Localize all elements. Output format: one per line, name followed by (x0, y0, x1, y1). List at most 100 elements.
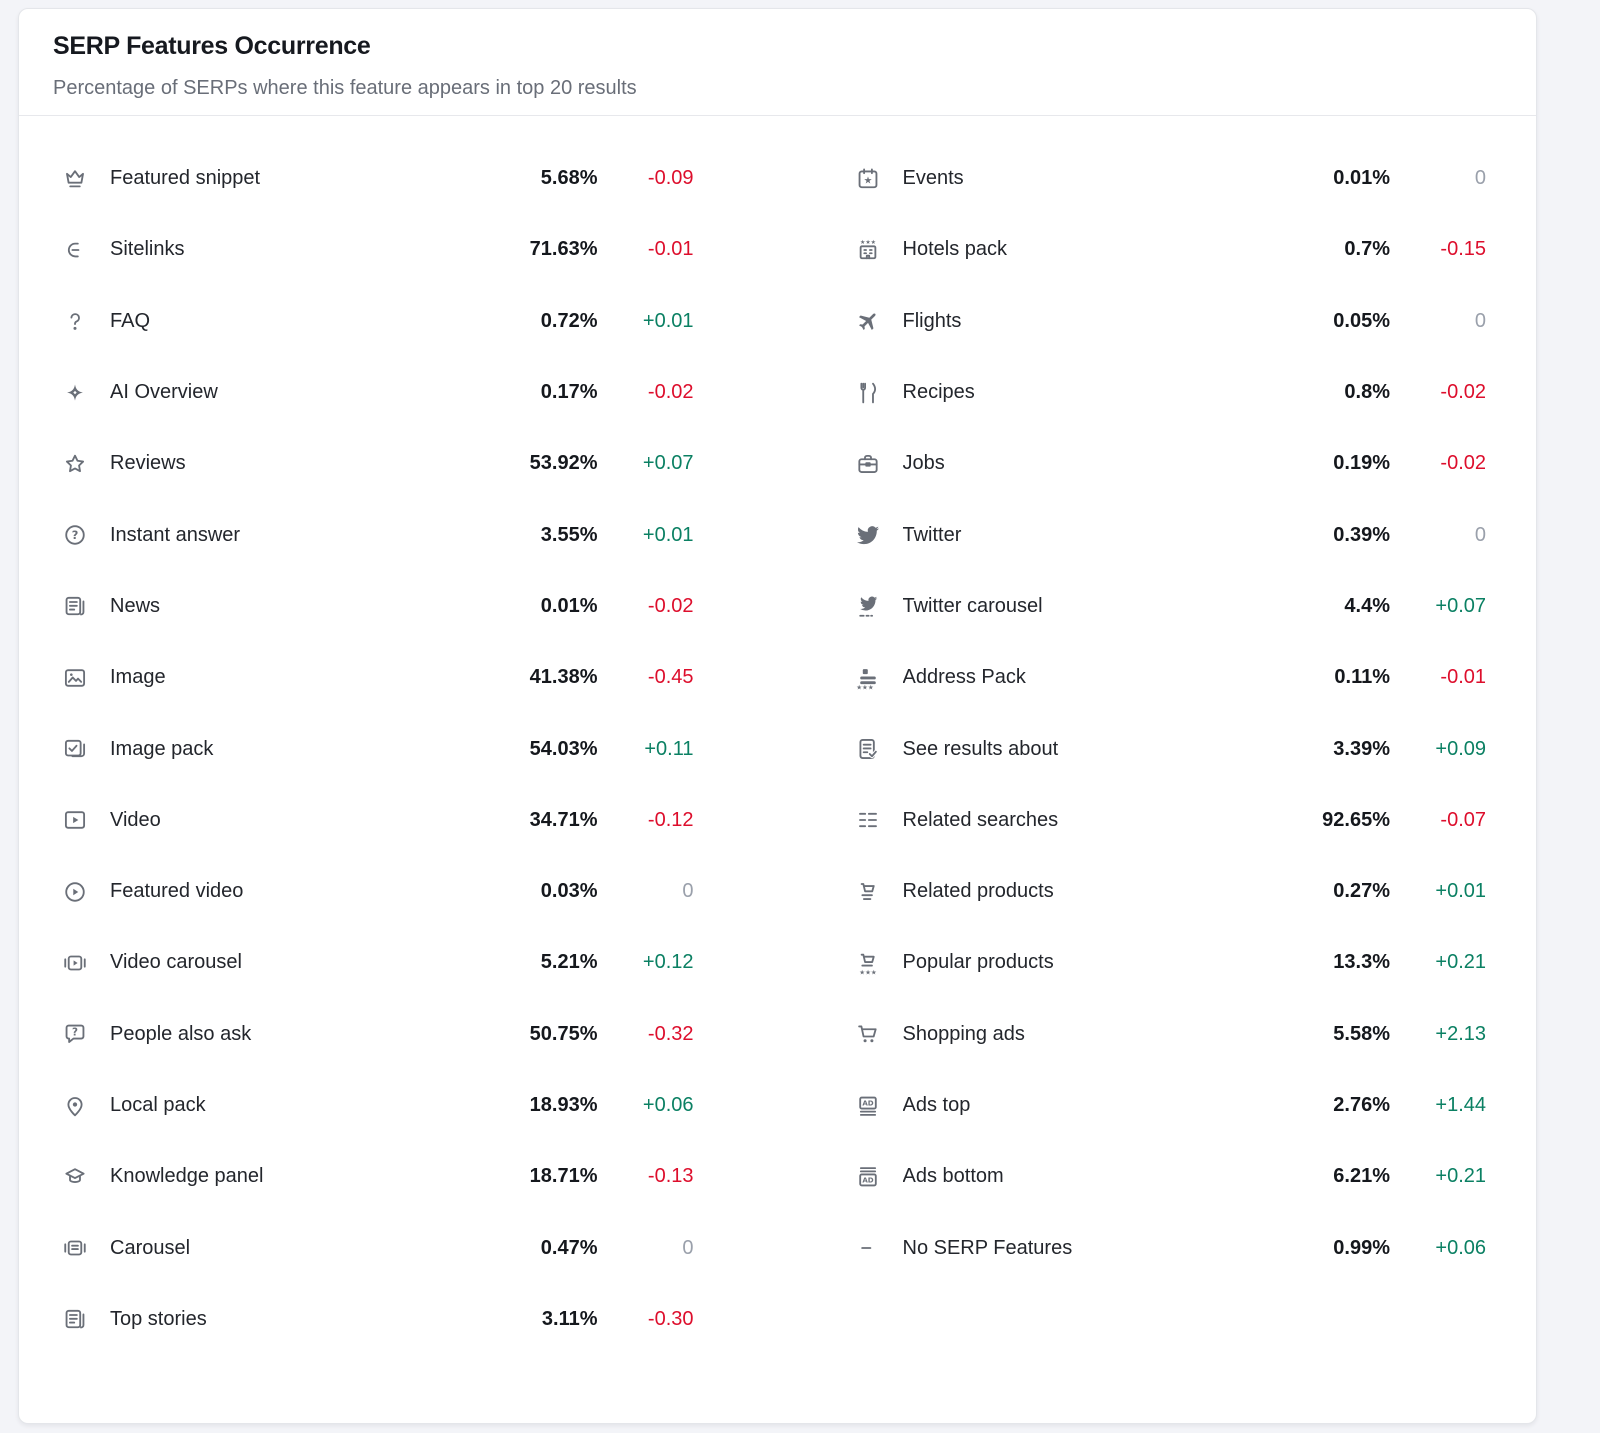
feature-change: -0.02 (1440, 452, 1486, 475)
feature-label: Events (902, 167, 964, 190)
feature-label: Flights (902, 309, 962, 332)
feature-label: News (110, 594, 161, 617)
features-column-left: Featured snippet 5.68% -0.09 Sitelinks 7… (62, 143, 694, 1355)
feature-label: Image pack (110, 737, 214, 760)
panel-subtitle: Percentage of SERPs where this feature a… (53, 77, 637, 99)
feature-value: 53.92% (529, 452, 598, 475)
feature-change: +0.06 (642, 1094, 694, 1116)
feature-row: Top stories 3.11% -0.30 (62, 1284, 694, 1355)
twitter-icon (855, 522, 881, 548)
feature-label: Video (110, 808, 161, 831)
feature-row: AD Ads bottom 6.21% +0.21 (855, 1141, 1486, 1212)
feature-row: Recipes 0.8% -0.02 (855, 357, 1486, 428)
feature-label: Related searches (902, 808, 1059, 831)
feature-label: Related products (902, 880, 1054, 903)
feature-row: ★★★ Hotels pack 0.7% -0.15 (855, 214, 1486, 285)
card-header: SERP Features Occurrence Percentage of S… (19, 9, 1536, 101)
feature-label: Address Pack (902, 666, 1026, 689)
feature-label: Featured snippet (110, 167, 261, 190)
feature-row: ★★★ Popular products 13.3% +0.21 (855, 927, 1486, 998)
feature-row: AD Ads top 2.76% +1.44 (855, 1070, 1486, 1141)
feature-label: Twitter carousel (902, 594, 1043, 617)
feature-label: See results about (902, 737, 1059, 760)
feature-label: Featured video (110, 880, 244, 903)
related-searches-icon (855, 807, 881, 833)
feature-row: Knowledge panel 18.71% -0.13 (62, 1141, 694, 1212)
feature-change: +0.21 (1435, 951, 1486, 974)
feature-change: +1.44 (1435, 1094, 1486, 1116)
feature-change: -0.32 (647, 1022, 694, 1045)
video-carousel-icon (62, 950, 88, 976)
ai-overview-icon (62, 380, 88, 406)
feature-change: -0.12 (647, 808, 694, 831)
events-icon: ★ (855, 166, 881, 192)
header-divider (19, 115, 1536, 116)
feature-label: Ads top (902, 1094, 971, 1116)
feature-row: See results about 3.39% +0.09 (855, 713, 1486, 784)
carousel-icon (62, 1235, 88, 1261)
feature-label: FAQ (110, 309, 151, 332)
reviews-icon (62, 451, 88, 477)
feature-label: Instant answer (110, 523, 241, 546)
feature-value: 71.63% (529, 238, 598, 261)
feature-value: 3.11% (541, 1307, 598, 1330)
no-serp-features-icon (855, 1235, 881, 1261)
svg-text:?: ? (72, 528, 79, 542)
svg-text:AD: AD (862, 1098, 873, 1107)
feature-row: Image 41.38% -0.45 (62, 642, 694, 713)
people-also-ask-icon: ? (62, 1021, 88, 1047)
feature-value: 5.58% (1333, 1022, 1390, 1045)
feature-value: 5.68% (540, 167, 598, 190)
svg-text:?: ? (72, 1027, 78, 1039)
feature-row: Image pack 54.03% +0.11 (62, 713, 694, 784)
feature-row: Flights 0.05% 0 (855, 286, 1486, 357)
svg-text:★★★: ★★★ (859, 968, 877, 976)
feature-label: No SERP Features (902, 1236, 1073, 1259)
jobs-icon (855, 451, 881, 477)
feature-label: Ads bottom (902, 1165, 1004, 1188)
feature-row: AI Overview 0.17% -0.02 (62, 357, 694, 428)
feature-change: +0.12 (642, 951, 694, 974)
feature-value: 41.38% (529, 666, 598, 689)
feature-row: No SERP Features 0.99% +0.06 (855, 1212, 1486, 1283)
sitelinks-icon (62, 237, 88, 263)
feature-value: 5.21% (540, 951, 598, 974)
see-results-about-icon (855, 736, 881, 762)
feature-change: -0.02 (1440, 381, 1486, 404)
feature-value: 0.03% (540, 880, 598, 903)
feature-change: +0.11 (644, 737, 694, 760)
feature-change: -0.09 (647, 167, 694, 190)
feature-value: 18.71% (529, 1165, 598, 1188)
shopping-ads-icon (855, 1021, 881, 1047)
feature-change: -0.02 (647, 594, 694, 617)
feature-label: Jobs (902, 452, 945, 475)
feature-value: 0.39% (1333, 523, 1390, 546)
feature-label: Recipes (902, 381, 975, 404)
feature-change: -0.07 (1440, 808, 1486, 831)
features-column-right: ★ Events 0.01% 0 ★★★ Hotels pack 0.7% -0… (855, 143, 1486, 1355)
feature-value: 0.27% (1333, 880, 1390, 903)
feature-value: 4.4% (1344, 594, 1390, 617)
feature-row: Reviews 53.92% +0.07 (62, 428, 694, 499)
feature-value: 0.01% (1333, 167, 1390, 190)
svg-text:AD: AD (862, 1175, 873, 1184)
feature-label: Shopping ads (902, 1022, 1025, 1045)
svg-text:★★★: ★★★ (860, 239, 876, 246)
popular-products-icon: ★★★ (855, 950, 881, 976)
feature-change: 0 (1474, 167, 1486, 190)
feature-change: 0 (682, 1236, 694, 1259)
feature-value: 34.71% (529, 808, 598, 831)
feature-row: Twitter carousel 4.4% +0.07 (855, 571, 1486, 642)
feature-row: Related products 0.27% +0.01 (855, 856, 1486, 927)
feature-row: Carousel 0.47% 0 (62, 1212, 694, 1283)
feature-value: 0.01% (540, 594, 598, 617)
feature-change: +0.01 (1435, 880, 1486, 903)
feature-row: Twitter 0.39% 0 (855, 499, 1486, 570)
feature-value: 0.47% (540, 1236, 598, 1259)
features-grid: Featured snippet 5.68% -0.09 Sitelinks 7… (19, 116, 1536, 1355)
feature-label: Top stories (110, 1307, 207, 1330)
svg-text:★★★: ★★★ (856, 683, 874, 691)
serp-features-card: SERP Features Occurrence Percentage of S… (18, 8, 1537, 1424)
feature-label: Knowledge panel (110, 1165, 264, 1188)
ads-bottom-icon: AD (855, 1164, 881, 1190)
